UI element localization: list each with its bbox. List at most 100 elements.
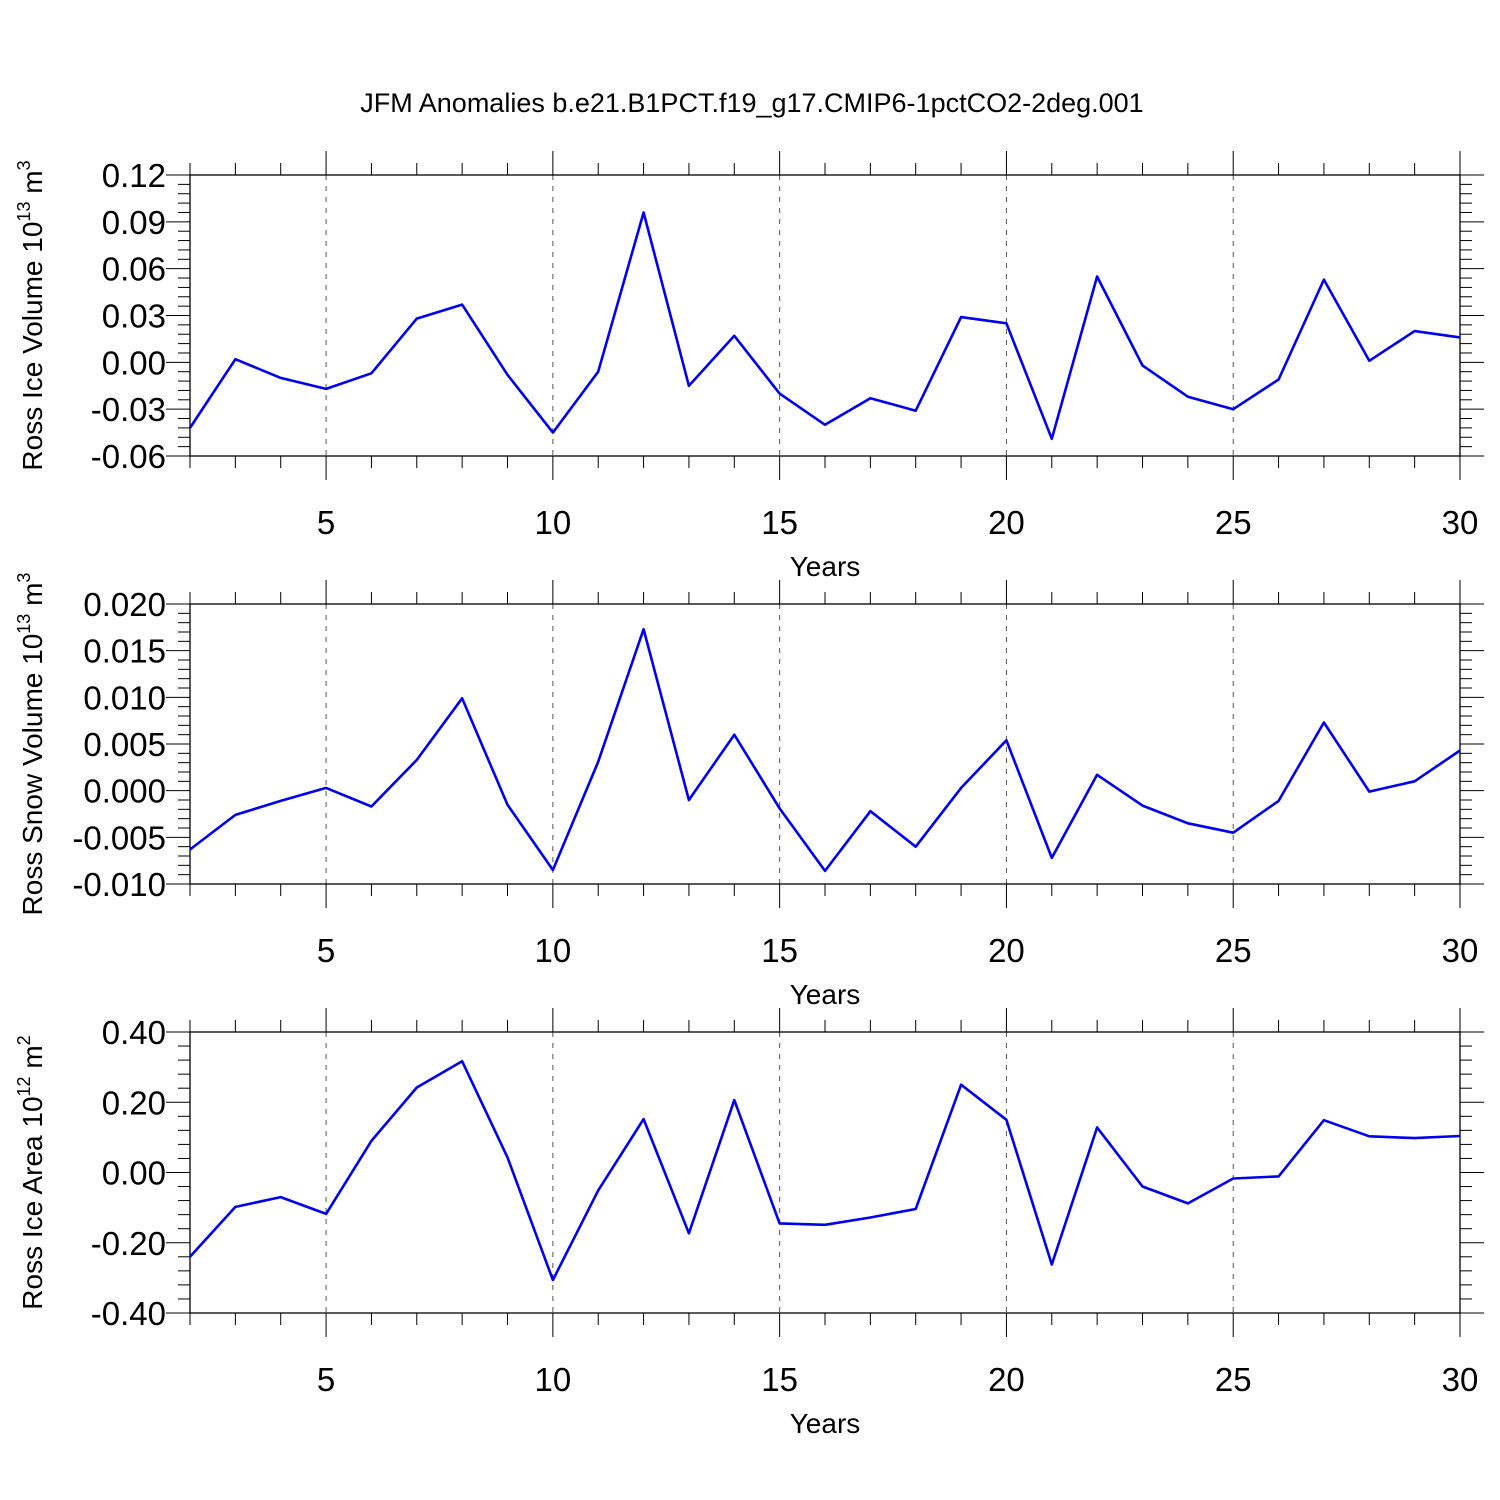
data-point [687, 1231, 691, 1235]
x-tick-label: 5 [317, 504, 335, 541]
plot-frame [189, 1031, 1461, 1314]
data-point [1277, 799, 1281, 803]
data-point [279, 799, 283, 803]
data-point [1095, 274, 1099, 278]
y-axis-label-unit-exponent: 3 [14, 573, 34, 583]
x-tick-label: 25 [1215, 1361, 1252, 1398]
data-point [1095, 1126, 1099, 1130]
x-tick-label: 20 [988, 504, 1025, 541]
data-point [369, 805, 373, 809]
x-axis-label: Years [790, 551, 861, 582]
data-point [778, 806, 782, 810]
x-tick-label: 30 [1442, 932, 1479, 969]
data-point [732, 1098, 736, 1102]
data-point [369, 371, 373, 375]
y-axis-label-text: Ross Snow Volume 10 [17, 634, 48, 916]
data-point [415, 1085, 419, 1089]
data-point [369, 1139, 373, 1143]
data-point [1050, 437, 1054, 441]
data-point [1322, 1118, 1326, 1122]
data-point [1277, 378, 1281, 382]
data-point [1413, 329, 1417, 333]
plot-frame [189, 174, 1461, 457]
data-point [460, 696, 464, 700]
y-tick-label: -0.03 [91, 391, 166, 428]
data-point [823, 869, 827, 873]
data-point [1231, 831, 1235, 835]
series-line [188, 211, 1461, 441]
data-point [1231, 407, 1235, 411]
y-tick-label: 0.005 [83, 726, 166, 763]
data-point [596, 760, 600, 764]
y-axis-label-exponent: 13 [14, 202, 34, 222]
data-point [1050, 1263, 1054, 1267]
data-point [188, 426, 192, 430]
y-tick-label: 0.09 [102, 204, 166, 241]
x-tick-label: 15 [761, 932, 798, 969]
data-point [642, 210, 646, 214]
x-tick-label: 5 [317, 932, 335, 969]
data-point [1186, 821, 1190, 825]
data-point [1277, 1174, 1281, 1178]
data-point [1186, 1201, 1190, 1205]
data-point [415, 317, 419, 321]
data-point [551, 868, 555, 872]
data-point [1004, 1118, 1008, 1122]
data-point [642, 1117, 646, 1121]
x-axis-label: Years [790, 979, 861, 1010]
data-point [1367, 790, 1371, 794]
data-point [823, 1223, 827, 1227]
data-point [188, 1255, 192, 1259]
data-point [279, 1195, 283, 1199]
y-tick-label: 0.020 [83, 586, 166, 623]
data-point [1231, 1176, 1235, 1180]
chart-title: JFM Anomalies b.e21.B1PCT.f19_g17.CMIP6-… [360, 88, 1143, 118]
y-axis-label-exponent: 13 [14, 614, 34, 634]
data-point [233, 357, 237, 361]
data-point [506, 373, 510, 377]
data-point [233, 1205, 237, 1209]
data-point [460, 1059, 464, 1063]
data-point [1322, 278, 1326, 282]
data-point [1322, 721, 1326, 725]
y-tick-label: -0.005 [72, 819, 166, 856]
x-tick-label: 10 [534, 932, 571, 969]
y-axis-label-text: Ross Ice Volume 10 [17, 222, 48, 471]
data-point [551, 1278, 555, 1282]
panel-3: -0.40 -0.20 0.00 0.20 0.40 5 10 15 20 25 30 Years Ro… [14, 1008, 1484, 1439]
panels: -0.06-0.030.000.030.060.090.125 10 15 20 25 3… [14, 151, 1484, 1439]
data-point [1458, 749, 1462, 753]
y-axis-label-unit: m [17, 1045, 48, 1076]
x-tick-label: 25 [1215, 932, 1252, 969]
data-point [1141, 363, 1145, 367]
data-point [914, 1207, 918, 1211]
y-tick-label: 0.03 [102, 298, 166, 335]
x-tick-label: 10 [534, 1361, 571, 1398]
y-tick-label: -0.20 [91, 1225, 166, 1262]
x-tick-label: 15 [761, 1361, 798, 1398]
data-point [324, 786, 328, 790]
data-point [732, 733, 736, 737]
y-tick-label: 0.12 [102, 157, 166, 194]
data-point [1004, 738, 1008, 742]
data-point [868, 809, 872, 813]
data-point [778, 392, 782, 396]
data-point [188, 847, 192, 851]
data-point [1413, 779, 1417, 783]
data-point [687, 384, 691, 388]
y-tick-label: 0.40 [102, 1014, 166, 1051]
data-point [1413, 1136, 1417, 1140]
y-tick-label: 0.000 [83, 773, 166, 810]
x-tick-label: 25 [1215, 504, 1252, 541]
data-point [1458, 335, 1462, 339]
data-point [1367, 359, 1371, 363]
y-tick-label: 0.00 [102, 344, 166, 381]
data-point [596, 1188, 600, 1192]
data-point [551, 431, 555, 435]
data-point [324, 387, 328, 391]
x-tick-label: 15 [761, 504, 798, 541]
data-point [823, 423, 827, 427]
x-tick-label: 10 [534, 504, 571, 541]
data-point [1050, 856, 1054, 860]
y-tick-label: 0.20 [102, 1084, 166, 1121]
